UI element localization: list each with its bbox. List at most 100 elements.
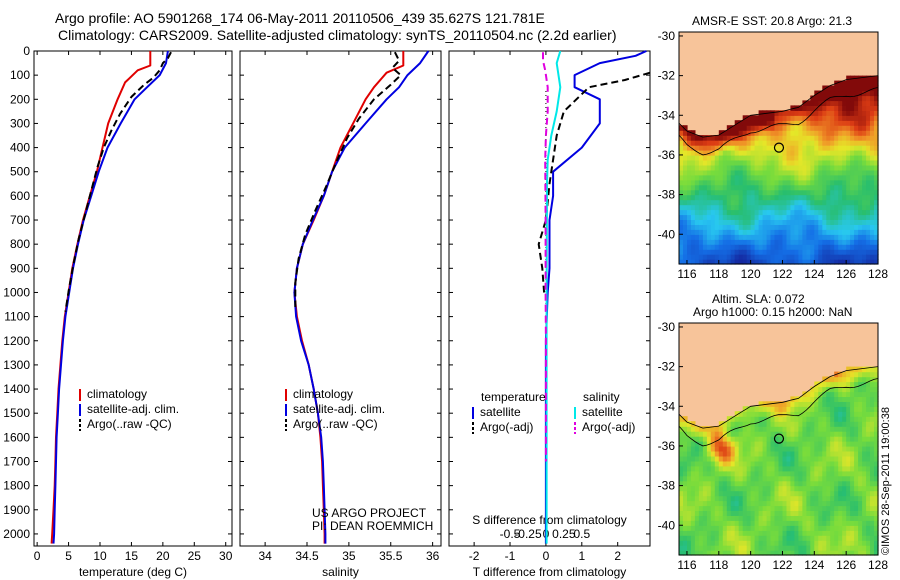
map-cell xyxy=(718,436,724,442)
map-cell xyxy=(838,249,843,255)
map-cell xyxy=(694,214,700,220)
map-cell xyxy=(718,455,724,462)
map-cell xyxy=(770,480,776,487)
map-cell xyxy=(679,510,684,516)
map-cell xyxy=(750,209,756,216)
map-cell xyxy=(798,465,803,472)
map-cell xyxy=(862,125,867,131)
map-cell xyxy=(726,441,732,447)
map-cell xyxy=(862,505,867,511)
map-cell xyxy=(786,189,792,196)
map-cell xyxy=(690,234,696,240)
map-cell xyxy=(870,381,875,388)
map-cell xyxy=(730,550,736,556)
map-cell xyxy=(786,520,792,526)
map-cell xyxy=(750,174,756,181)
map-cell xyxy=(774,189,780,196)
map-cell xyxy=(862,455,867,462)
map-cell xyxy=(726,159,732,166)
map-cell xyxy=(694,259,700,265)
map-cell xyxy=(834,426,839,432)
map-cell xyxy=(790,120,795,126)
map-cell xyxy=(850,500,855,507)
map-cell xyxy=(862,254,867,260)
map-cell xyxy=(702,174,708,181)
map-cell xyxy=(858,110,863,116)
map-cell xyxy=(762,445,768,452)
map-cell xyxy=(822,485,827,492)
map-cell xyxy=(778,525,784,531)
map-cell xyxy=(774,525,780,531)
map-cell xyxy=(742,535,748,541)
map-cell xyxy=(683,145,688,151)
map-cell xyxy=(730,490,736,497)
map-cell xyxy=(866,174,871,181)
map-cell xyxy=(810,234,815,240)
map-cell xyxy=(846,110,851,116)
map-cell xyxy=(770,145,776,151)
map-cell xyxy=(714,244,720,250)
map-cell xyxy=(854,465,859,472)
map-cell xyxy=(838,460,843,467)
map-cell xyxy=(814,214,819,220)
map-cell xyxy=(802,219,807,225)
map-cell xyxy=(766,500,772,507)
map-cell xyxy=(774,244,780,250)
map-cell xyxy=(870,426,875,432)
map-cell xyxy=(834,396,839,402)
map-cell xyxy=(842,401,847,407)
map-cell xyxy=(758,179,764,186)
map-cell xyxy=(810,416,815,422)
map-cell xyxy=(690,239,696,245)
map-cell xyxy=(766,229,772,235)
map-cell xyxy=(790,169,795,176)
map-cell xyxy=(802,164,807,171)
map-cell xyxy=(702,229,708,235)
map-cell xyxy=(834,460,839,467)
map-cell xyxy=(690,249,696,255)
map-cell xyxy=(850,376,855,383)
map-cell xyxy=(782,150,788,156)
map-cell xyxy=(850,515,855,521)
map-cell xyxy=(722,135,728,141)
map-cell xyxy=(798,164,803,171)
map-cell xyxy=(830,520,835,526)
map-cell xyxy=(838,80,843,87)
map-lon-label: 122 xyxy=(772,267,792,281)
map-cell xyxy=(687,485,692,492)
map-cell xyxy=(738,465,744,472)
map-cell xyxy=(742,140,748,146)
map-cell xyxy=(834,189,839,196)
map-cell xyxy=(726,234,732,240)
map-cell xyxy=(854,490,859,497)
map-cell xyxy=(814,510,819,516)
map-cell xyxy=(726,145,732,151)
map-cell xyxy=(702,214,708,220)
map-cell xyxy=(706,515,712,521)
map-cell xyxy=(862,406,867,412)
map-cell xyxy=(790,455,795,462)
map-cell xyxy=(754,244,760,250)
map-cell xyxy=(742,480,748,487)
map-cell xyxy=(742,234,748,240)
map-cell xyxy=(870,164,875,171)
map-cell xyxy=(770,465,776,472)
map-cell xyxy=(790,130,795,136)
map-cell xyxy=(722,244,728,250)
map-cell xyxy=(750,411,756,417)
map-cell xyxy=(770,445,776,452)
map-cell xyxy=(750,416,756,422)
map-cell xyxy=(834,411,839,417)
map-cell xyxy=(842,130,847,136)
map-cell xyxy=(858,445,863,452)
map-cell xyxy=(710,470,716,477)
map-cell xyxy=(778,234,784,240)
map-cell xyxy=(814,100,819,106)
map-cell xyxy=(826,254,831,260)
map-cell xyxy=(714,431,720,437)
map-cell xyxy=(802,150,807,156)
map-cell xyxy=(679,495,684,502)
map-cell xyxy=(806,485,811,492)
map-cell xyxy=(818,455,823,462)
map-cell xyxy=(790,105,795,111)
